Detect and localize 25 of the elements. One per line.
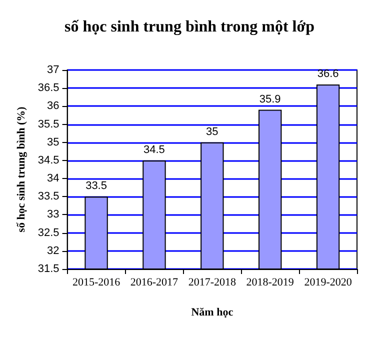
y-axis-title: số học sinh trung bình (%) bbox=[16, 106, 28, 232]
chart-title: số học sinh trung bình trong một lớp bbox=[64, 18, 315, 36]
x-tick-label: 2016-2017 bbox=[130, 276, 179, 288]
x-tick-label: 2018-2019 bbox=[246, 276, 294, 288]
y-tick-label: 34.5 bbox=[38, 154, 60, 166]
x-tick-label: 2019-2020 bbox=[304, 276, 352, 288]
y-tick-label: 32.5 bbox=[38, 226, 60, 239]
x-axis-title: Năm học bbox=[191, 306, 234, 318]
y-tick-label: 33 bbox=[47, 208, 60, 221]
y-tick-label: 32 bbox=[47, 244, 60, 257]
y-tick-label: 35 bbox=[47, 136, 60, 148]
x-tick-label: 2017-2018 bbox=[188, 276, 236, 288]
data-label: 35.9 bbox=[259, 93, 281, 106]
y-tick-label: 36.5 bbox=[38, 82, 60, 94]
data-label: 35 bbox=[206, 126, 218, 138]
data-label: 33.5 bbox=[86, 180, 107, 192]
data-label: 36.6 bbox=[317, 68, 339, 80]
data-label: 34.5 bbox=[144, 144, 165, 156]
y-tick-label: 35.5 bbox=[38, 118, 60, 130]
y-tick-label: 33.5 bbox=[38, 190, 60, 203]
y-tick-label: 31.5 bbox=[38, 263, 60, 275]
y-tick-label: 34 bbox=[47, 172, 60, 185]
x-tick-label: 2015-2016 bbox=[72, 276, 121, 288]
y-tick-label: 36 bbox=[47, 100, 60, 112]
y-tick-label: 37 bbox=[47, 64, 60, 76]
